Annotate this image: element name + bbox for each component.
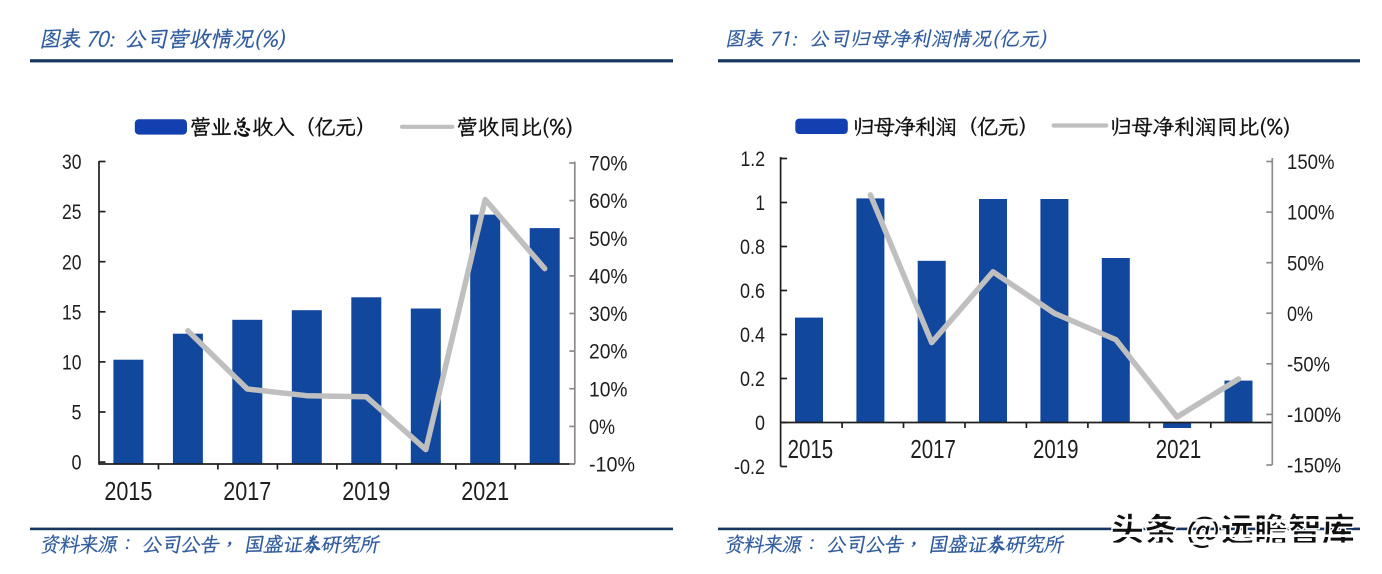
svg-text:2021: 2021 (461, 478, 509, 506)
svg-text:0.2: 0.2 (740, 367, 765, 391)
svg-text:20%: 20% (589, 340, 628, 364)
svg-text:15: 15 (62, 300, 82, 324)
svg-text:0.8: 0.8 (740, 235, 765, 259)
svg-text:2019: 2019 (1033, 436, 1079, 464)
svg-text:2017: 2017 (910, 436, 956, 464)
svg-text:10%: 10% (589, 377, 628, 401)
svg-text:100%: 100% (1287, 201, 1335, 225)
svg-text:150%: 150% (1287, 150, 1335, 174)
svg-text:30%: 30% (589, 302, 628, 326)
svg-text:40%: 40% (589, 265, 628, 289)
svg-text:0.4: 0.4 (740, 323, 765, 347)
svg-text:2017: 2017 (223, 478, 271, 506)
svg-text:2015: 2015 (788, 436, 834, 464)
svg-text:-0.2: -0.2 (734, 455, 765, 479)
svg-text:25: 25 (62, 200, 82, 224)
svg-text:70%: 70% (589, 152, 628, 176)
svg-text:0: 0 (755, 411, 765, 435)
svg-text:1: 1 (756, 191, 766, 215)
svg-text:50%: 50% (1287, 251, 1324, 275)
svg-text:0%: 0% (589, 415, 615, 439)
svg-text:2019: 2019 (342, 478, 390, 506)
svg-text:0.6: 0.6 (740, 279, 765, 303)
svg-text:10: 10 (62, 351, 82, 375)
svg-text:-50%: -50% (1287, 352, 1330, 376)
svg-text:30: 30 (62, 150, 82, 174)
svg-text:5: 5 (72, 401, 82, 425)
svg-text:2021: 2021 (1156, 436, 1202, 464)
svg-text:60%: 60% (589, 189, 628, 213)
svg-text:20: 20 (62, 250, 82, 274)
svg-text:-100%: -100% (1287, 403, 1341, 427)
svg-text:2015: 2015 (104, 478, 152, 506)
svg-text:0%: 0% (1287, 302, 1313, 326)
svg-text:50%: 50% (589, 227, 628, 251)
svg-text:-10%: -10% (589, 453, 635, 477)
svg-text:1.2: 1.2 (741, 147, 766, 171)
svg-text:-150%: -150% (1287, 454, 1341, 478)
svg-text:0: 0 (72, 451, 82, 475)
